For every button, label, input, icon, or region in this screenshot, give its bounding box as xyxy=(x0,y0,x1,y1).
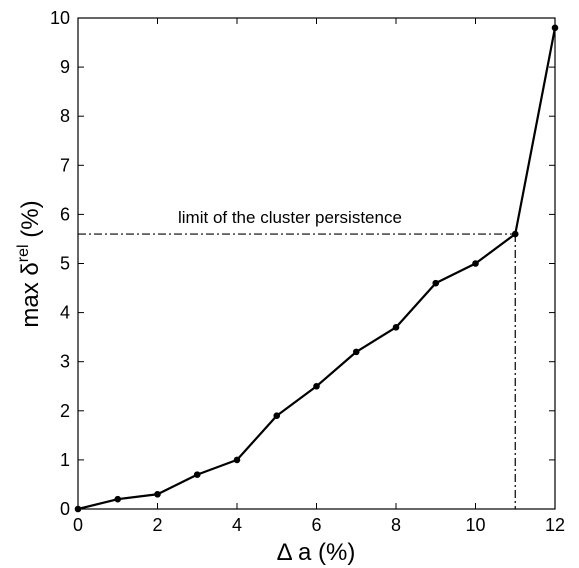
axis-ticks xyxy=(77,17,556,510)
reference-lines xyxy=(78,233,516,509)
y-tick-label: 0 xyxy=(60,499,70,519)
x-tick-label: 12 xyxy=(545,515,565,535)
data-point xyxy=(154,490,161,498)
y-tick-label: 1 xyxy=(60,450,70,470)
y-tick-label: 10 xyxy=(50,8,70,28)
x-tick-label: 2 xyxy=(152,515,162,535)
data-point xyxy=(233,456,241,464)
data-point xyxy=(313,382,320,390)
y-tick-label: 2 xyxy=(60,401,70,421)
y-axis-title-symbol: δ xyxy=(17,262,44,275)
x-tick-label: 4 xyxy=(232,515,242,535)
data-point xyxy=(551,24,559,32)
x-axis-title: Δ a (%) xyxy=(277,539,356,566)
y-axis-title: max δrel (%) xyxy=(15,200,44,327)
data-point xyxy=(74,505,82,513)
data-point xyxy=(511,230,519,238)
y-tick-label: 7 xyxy=(60,155,70,175)
data-point xyxy=(193,471,201,478)
data-point xyxy=(392,324,400,331)
series-layer xyxy=(74,24,559,513)
data-point xyxy=(273,412,281,420)
y-axis-title-suffix: (%) xyxy=(17,200,44,244)
y-tick-label: 8 xyxy=(60,106,70,126)
data-point xyxy=(114,495,122,503)
y-axis-title-superscript: rel xyxy=(15,244,32,262)
x-tick-label: 0 xyxy=(73,515,83,535)
x-tick-label: 8 xyxy=(391,515,401,535)
y-tick-label: 6 xyxy=(60,204,70,224)
data-point xyxy=(472,260,479,267)
y-tick-label: 9 xyxy=(60,57,70,77)
y-tick-label: 4 xyxy=(60,303,70,323)
data-point xyxy=(432,279,440,287)
data-point xyxy=(352,348,360,356)
x-tick-label: 6 xyxy=(311,515,321,535)
y-tick-label: 3 xyxy=(60,352,70,372)
plot-frame xyxy=(77,17,556,510)
series-line xyxy=(77,27,557,511)
y-tick-label: 5 xyxy=(60,254,70,274)
annotation-label: limit of the cluster persistence xyxy=(178,208,402,227)
y-axis-title-prefix: max xyxy=(17,276,44,328)
x-tick-label: 10 xyxy=(465,515,485,535)
